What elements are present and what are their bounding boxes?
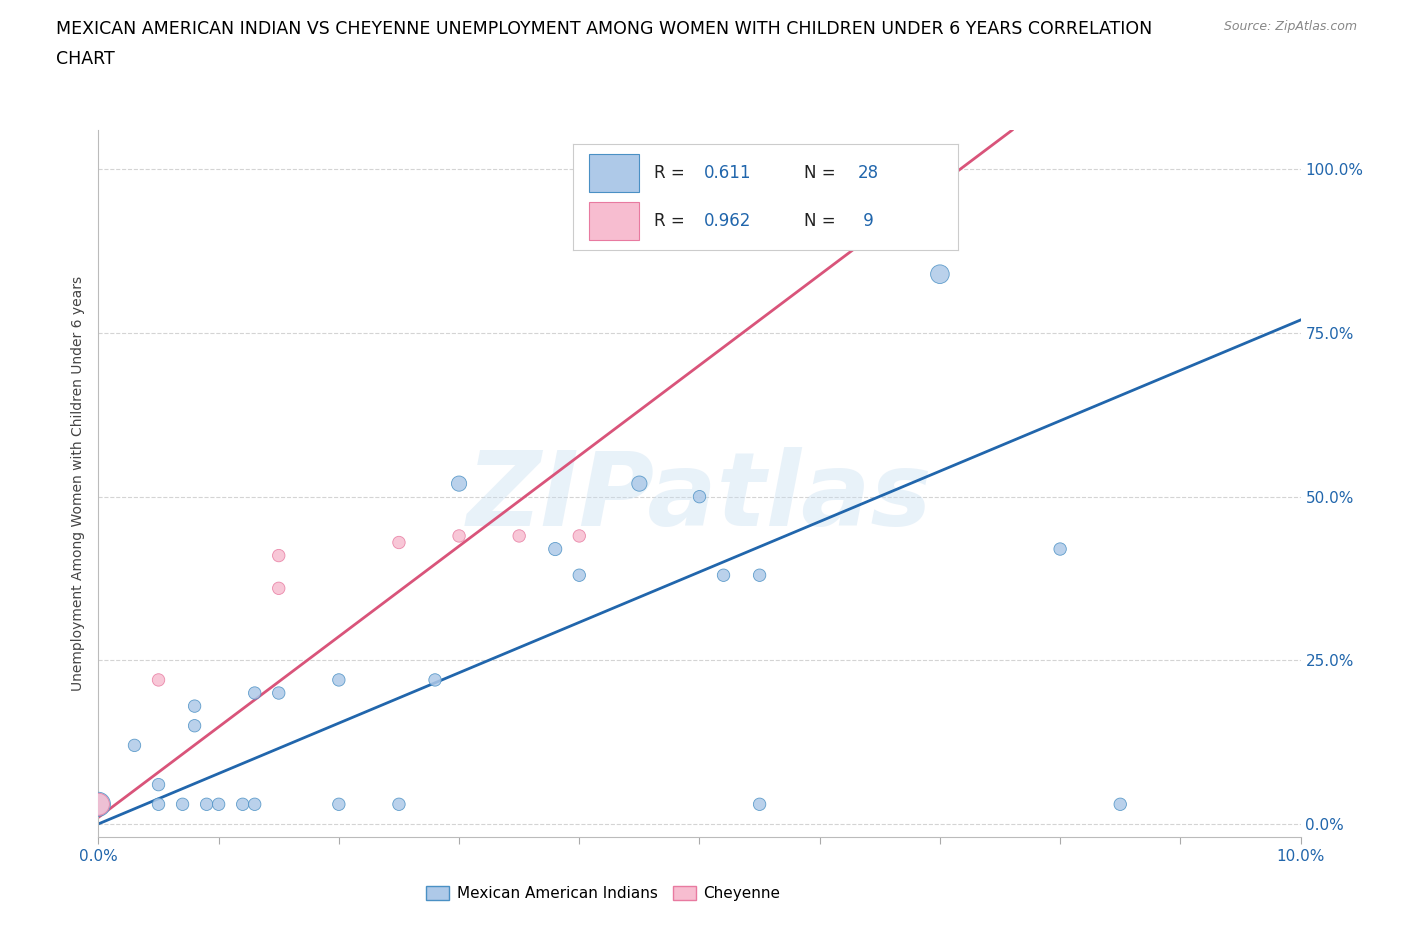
Point (183, 718, 205, 733)
Text: ZIPatlas: ZIPatlas (467, 447, 932, 549)
Point (508, 528, 530, 543)
Point (183, 698, 205, 713)
Point (423, 672, 446, 687)
Point (328, 672, 350, 687)
Point (568, 528, 591, 543)
Point (267, 548, 290, 563)
Point (195, 797, 218, 812)
Point (328, 797, 350, 812)
Point (1049, 541, 1071, 556)
Point (929, 267, 952, 282)
Point (148, 777, 170, 792)
Point (148, 672, 170, 687)
Point (388, 797, 411, 812)
Point (447, 528, 470, 543)
Point (447, 476, 470, 491)
Point (748, 797, 770, 812)
Point (87, 797, 110, 812)
Text: CHART: CHART (56, 50, 115, 68)
Point (568, 568, 591, 583)
Point (267, 685, 290, 700)
Point (243, 685, 266, 700)
Point (172, 797, 194, 812)
Point (628, 476, 651, 491)
Point (267, 581, 290, 596)
Point (87, 797, 110, 812)
Point (1109, 797, 1132, 812)
Text: Source: ZipAtlas.com: Source: ZipAtlas.com (1223, 20, 1357, 33)
Point (688, 489, 710, 504)
Point (544, 541, 567, 556)
Point (232, 797, 254, 812)
Point (208, 797, 231, 812)
Point (388, 535, 411, 550)
Text: MEXICAN AMERICAN INDIAN VS CHEYENNE UNEMPLOYMENT AMONG WOMEN WITH CHILDREN UNDER: MEXICAN AMERICAN INDIAN VS CHEYENNE UNEM… (56, 20, 1153, 38)
Point (713, 568, 735, 583)
Legend: Mexican American Indians, Cheyenne: Mexican American Indians, Cheyenne (420, 880, 786, 907)
Point (243, 797, 266, 812)
Point (929, 162, 952, 177)
Point (148, 797, 170, 812)
Y-axis label: Unemployment Among Women with Children Under 6 years: Unemployment Among Women with Children U… (70, 276, 84, 691)
Point (748, 568, 770, 583)
Point (124, 737, 146, 752)
